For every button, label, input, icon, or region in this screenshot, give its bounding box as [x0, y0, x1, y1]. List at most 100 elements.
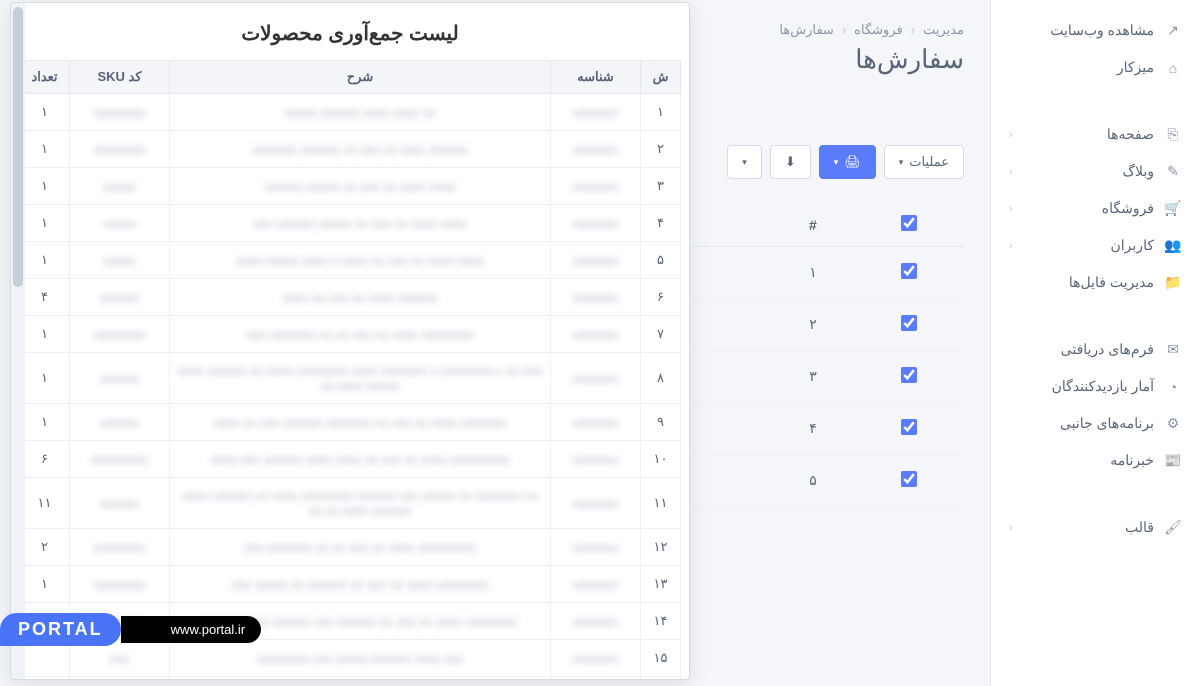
cell-id: xxxxxxx — [551, 316, 641, 353]
sidebar-item-label: وبلاگ — [1023, 163, 1154, 180]
breadcrumb-item[interactable]: مدیریت — [923, 22, 964, 38]
sidebar-item-forms[interactable]: ✉ فرم‌های دریافتی — [991, 331, 1200, 368]
sidebar-item-view-site[interactable]: ↗ مشاهده وب‌سایت — [991, 12, 1200, 49]
scrollbar-thumb[interactable] — [13, 7, 23, 287]
cell-id: xxxxxxx — [551, 168, 641, 205]
cell-id: xxxxxxx — [551, 566, 641, 603]
select-all-checkbox[interactable] — [901, 215, 917, 231]
table-row: ۸ xxxxxxx xxxx xxxxxx xx xxxx xxxxxxxx x… — [20, 353, 681, 404]
modal-scrollbar[interactable] — [11, 3, 25, 679]
users-icon: 👥 — [1164, 237, 1182, 254]
home-icon: ⌂ — [1164, 60, 1182, 76]
caret-icon: ▾ — [834, 157, 839, 168]
row-checkbox[interactable] — [901, 471, 917, 487]
cell-sku: xxxxx — [70, 205, 170, 242]
cell-id: xxxxxxx — [551, 603, 641, 640]
table-row: ۱ xxxxxxx xxxxx xxxxxx xxxx xxxx xx xxxx… — [20, 94, 681, 131]
table-row: ۳ xxxxxxx xxxxxx xxxxx xx xxx xx xxxx xx… — [20, 168, 681, 205]
news-icon: 📰 — [1164, 452, 1182, 469]
sidebar-item-newsletter[interactable]: 📰 خبرنامه — [991, 442, 1200, 479]
operations-label: عملیات — [909, 154, 949, 170]
breadcrumb-item[interactable]: فروشگاه — [854, 22, 903, 38]
cell-desc: xxx xxxxxx xxxxx xx xxx xx xxxx xxxx — [170, 205, 551, 242]
sidebar-item-dashboard[interactable]: ⌂ میزکار — [991, 49, 1200, 86]
cell-desc: xxxxxxx xxxxx xxxxxxx xx xxx xx xxxx xxx… — [170, 677, 551, 680]
th-sku: کد SKU — [70, 61, 170, 94]
cell-sku: xxxxxx — [70, 353, 170, 404]
row-checkbox[interactable] — [901, 263, 917, 279]
cell-qty: ۱۱ — [20, 478, 70, 529]
sidebar-item-label: فروشگاه — [1023, 200, 1154, 217]
cell-desc: xxxx xxxxxx xx xxxx xxxxxxxx xxxx xxxxxx… — [170, 353, 551, 404]
row-checkbox[interactable] — [901, 419, 917, 435]
cell-id: xxxxxxx — [551, 404, 641, 441]
modal-title: لیست جمع‌آوری محصولات — [19, 3, 681, 60]
sidebar-item-blog[interactable]: ✎ وبلاگ ‹ — [991, 153, 1200, 190]
chevron-icon: ‹ — [1009, 240, 1013, 252]
cell-num: ۵ — [772, 455, 854, 507]
cell-num: ۴ — [772, 403, 854, 455]
pencil-icon: ✎ — [1164, 163, 1182, 180]
cell-sh: ۸ — [641, 353, 681, 404]
cell-qty: ۱ — [20, 205, 70, 242]
cell-sku: xxxxxxxx — [70, 566, 170, 603]
cell-desc: xxxx xx xxx xx xxxx xxxxxx — [170, 279, 551, 316]
cell-sh: ۱۳ — [641, 566, 681, 603]
row-checkbox[interactable] — [901, 315, 917, 331]
cell-sh: ۹ — [641, 404, 681, 441]
cell-id: xxxxxxx — [551, 640, 641, 677]
sidebar-item-plugins[interactable]: ⚙ برنامه‌های جانبی — [991, 405, 1200, 442]
cell-id: xxxxxxx — [551, 677, 641, 680]
print-button[interactable]: 🖨 ▾ — [819, 145, 876, 179]
cell-desc: xxx xxxxx xx xxxxxx xx xxx xx xxxx xxxxx… — [170, 566, 551, 603]
sidebar-item-files[interactable]: 📁 مدیریت فایل‌ها — [991, 264, 1200, 301]
cell-sh: ۲ — [641, 131, 681, 168]
th-desc: شرح — [170, 61, 551, 94]
th-num: # — [772, 203, 854, 247]
sidebar-item-shop[interactable]: 🛒 فروشگاه ‹ — [991, 190, 1200, 227]
row-checkbox[interactable] — [901, 367, 917, 383]
operations-button[interactable]: عملیات ▾ — [884, 145, 964, 179]
cell-sku: xxxxx — [70, 168, 170, 205]
watermark-url: www.portal.ir — [121, 616, 261, 643]
cell-desc: xxxxxxx xxxxxx xx xxx xx xxxx xxxxxx — [170, 131, 551, 168]
breadcrumb-item[interactable]: سفارش‌ها — [779, 22, 833, 38]
external-icon: ↗ — [1164, 22, 1182, 39]
cell-qty — [20, 677, 70, 680]
cell-sh: ۱۶ — [641, 677, 681, 680]
cell-id: xxxxxxx — [551, 94, 641, 131]
cell-qty: ۲ — [20, 529, 70, 566]
cell-sku: xxxxxxxxx — [70, 441, 170, 478]
cell-sh: ۴ — [641, 205, 681, 242]
cell-sku: xxxxxx — [70, 279, 170, 316]
print-icon: 🖨 — [844, 154, 861, 170]
sidebar: ↗ مشاهده وب‌سایت ⌂ میزکار ⎘ صفحه‌ها ‹ ✎ … — [990, 0, 1200, 686]
sidebar-item-stats[interactable]: ◔ آمار بازدیدکنندگان — [991, 368, 1200, 405]
sidebar-item-users[interactable]: 👥 کاربران ‹ — [991, 227, 1200, 264]
watermark: PORTAL www.portal.ir — [0, 613, 221, 646]
cell-sh: ۶ — [641, 279, 681, 316]
cell-id: xxxxxxx — [551, 441, 641, 478]
cell-qty: ۱ — [20, 404, 70, 441]
envelope-icon: ✉ — [1164, 341, 1182, 358]
cell-qty: ۱ — [20, 131, 70, 168]
more-button[interactable]: ▾ — [727, 145, 762, 179]
cell-sku: xxxxxxxx — [70, 529, 170, 566]
cell-sku — [70, 677, 170, 680]
th-sh: ش — [641, 61, 681, 94]
cell-num: ۲ — [772, 299, 854, 351]
cell-desc: xxxx xxxxx xxxx x xxxx xx xxx xx xxxx xx… — [170, 242, 551, 279]
sidebar-item-pages[interactable]: ⎘ صفحه‌ها ‹ — [991, 116, 1200, 153]
sidebar-item-label: قالب — [1023, 519, 1154, 536]
download-button[interactable]: ⬇ — [770, 145, 811, 179]
sidebar-item-theme[interactable]: 🖌 قالب ‹ — [991, 509, 1200, 546]
table-row: ۱۱ xxxxxxx xxxx xxxxxx xx xxxx xxxxxxxx … — [20, 478, 681, 529]
cell-sh: ۷ — [641, 316, 681, 353]
cell-id: xxxxxxx — [551, 478, 641, 529]
cell-qty: ۱ — [20, 242, 70, 279]
sidebar-item-label: فرم‌های دریافتی — [1009, 341, 1154, 358]
cell-id: xxxxxxx — [551, 131, 641, 168]
caret-icon: ▾ — [742, 157, 747, 168]
chevron-icon: ‹ — [1009, 129, 1013, 141]
table-row: ۱۳ xxxxxxx xxx xxxxx xx xxxxxx xx xxx xx… — [20, 566, 681, 603]
